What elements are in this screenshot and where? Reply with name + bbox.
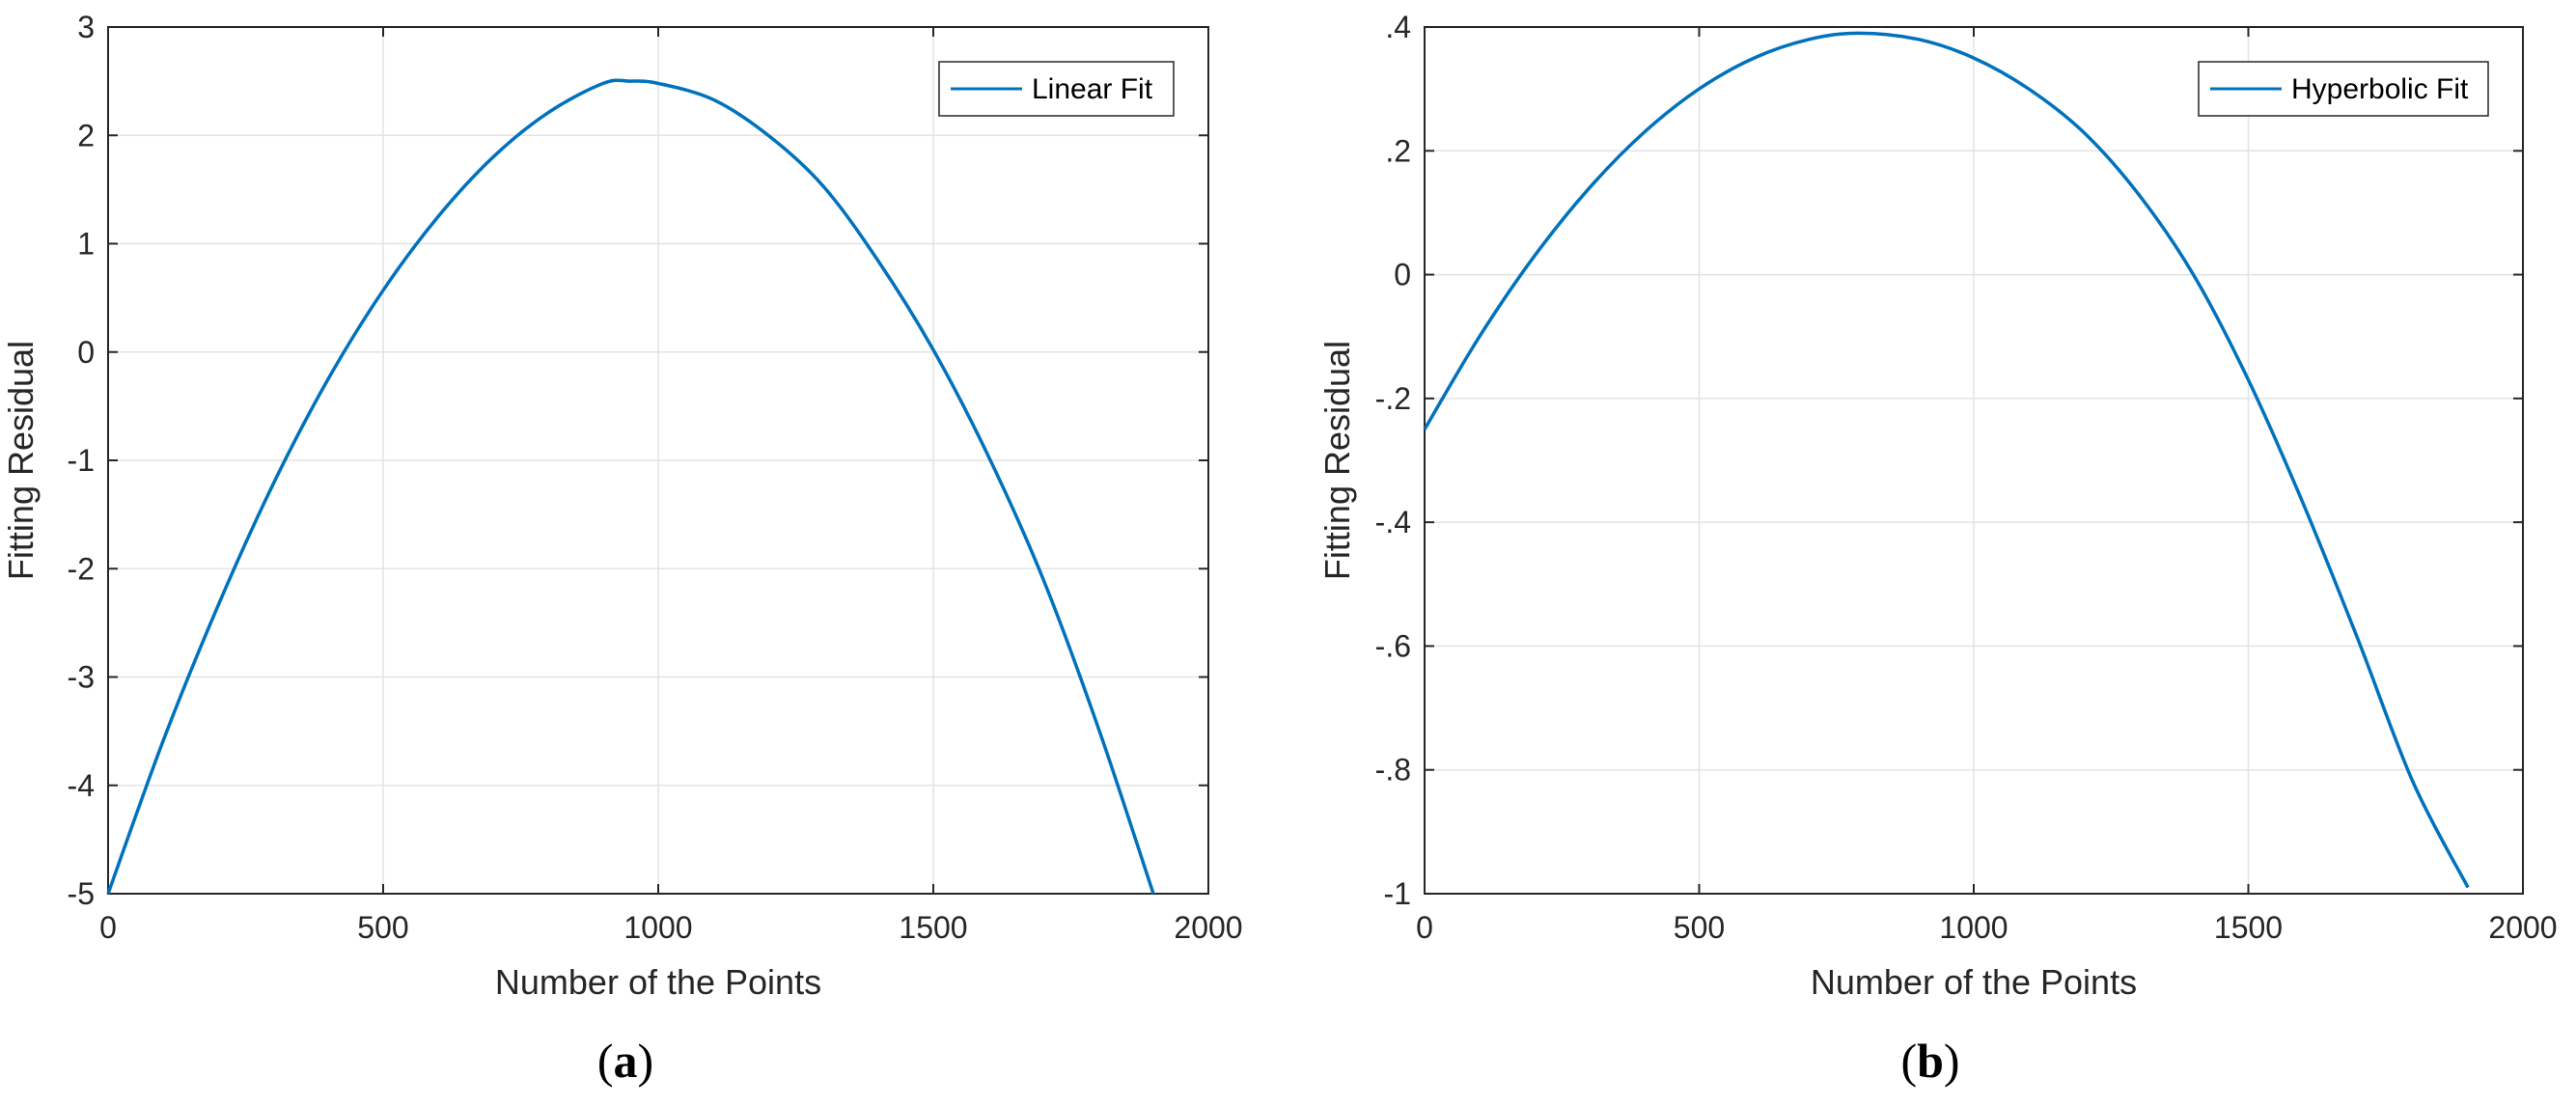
x-axis-ticks: 0 500 1000 1500 2000 <box>1416 27 2558 945</box>
y-tick-label: 0 <box>1394 258 1411 292</box>
legend-label-linear-fit: Linear Fit <box>1032 73 1153 105</box>
legend-label-hyperbolic-fit: Hyperbolic Fit <box>2291 73 2469 105</box>
legend: Hyperbolic Fit <box>2198 61 2489 117</box>
caption-close-paren: ) <box>1944 1034 1960 1088</box>
y-tick-label: 0 <box>77 335 95 370</box>
y-axis-ticks: -1 -.8 -.6 -.4 -.2 0 .2 .4 <box>1375 10 2523 911</box>
y-axis-ticks: -5 -4 -3 -2 -1 0 1 2 3 <box>68 10 1208 911</box>
caption-open-paren: ( <box>597 1034 614 1088</box>
legend: Linear Fit <box>938 61 1175 117</box>
y-axis-label: Fitting Residual <box>1 341 41 580</box>
x-tick-label: 1000 <box>623 910 692 945</box>
y-tick-label: .2 <box>1385 133 1411 168</box>
chart-panel-b: 0 500 1000 1500 2000 -1 -.8 -.6 -.4 -.2 0 .2 .4 Hyp… <box>1317 10 2558 1088</box>
x-tick-label: 1000 <box>1939 910 2008 945</box>
y-axis-label: Fitting Residual <box>1317 341 1357 580</box>
caption-letter: a <box>614 1034 638 1088</box>
x-axis-ticks: 0 500 1000 1500 2000 <box>99 27 1243 945</box>
grid-lines <box>108 27 1208 894</box>
series-line-linear-fit <box>106 78 1155 895</box>
panel-caption-b: (b) <box>1900 1034 1959 1088</box>
caption-open-paren: ( <box>1900 1034 1917 1088</box>
x-tick-label: 1500 <box>899 910 967 945</box>
caption-close-paren: ) <box>638 1034 654 1088</box>
chart-panel-a: 0 500 1000 1500 2000 -5 -4 -3 -2 -1 0 1 2 3 Linear F… <box>1 10 1243 1088</box>
x-tick-label: 0 <box>99 910 117 945</box>
y-tick-label: -.2 <box>1375 381 1411 416</box>
x-tick-label: 1500 <box>2214 910 2283 945</box>
series-lines <box>106 78 1155 895</box>
caption-letter: b <box>1917 1034 1944 1088</box>
x-tick-label: 2000 <box>2488 910 2557 945</box>
y-tick-label: -1 <box>68 443 95 478</box>
grid-lines <box>1425 27 2523 894</box>
y-tick-label: -1 <box>1384 876 1411 911</box>
y-tick-label: -4 <box>68 768 95 803</box>
y-tick-label: .4 <box>1385 10 1411 44</box>
y-tick-label: -.8 <box>1375 753 1411 788</box>
y-tick-label: 1 <box>77 227 95 262</box>
panel-caption-a: (a) <box>597 1034 653 1088</box>
series-lines <box>1423 31 2470 889</box>
y-tick-label: 3 <box>77 10 95 44</box>
y-tick-label: -3 <box>68 660 95 695</box>
x-tick-label: 0 <box>1416 910 1433 945</box>
y-tick-label: -5 <box>68 876 95 911</box>
x-tick-label: 500 <box>1674 910 1725 945</box>
x-axis-label: Number of the Points <box>495 962 821 1002</box>
y-tick-label: -.4 <box>1375 505 1411 539</box>
y-tick-label: 2 <box>77 118 95 152</box>
x-axis-label: Number of the Points <box>1811 962 2137 1002</box>
x-tick-label: 2000 <box>1174 910 1242 945</box>
y-tick-label: -2 <box>68 551 95 586</box>
y-tick-label: -.6 <box>1375 628 1411 663</box>
series-line-hyperbolic-fit <box>1423 31 2470 889</box>
x-tick-label: 500 <box>357 910 408 945</box>
